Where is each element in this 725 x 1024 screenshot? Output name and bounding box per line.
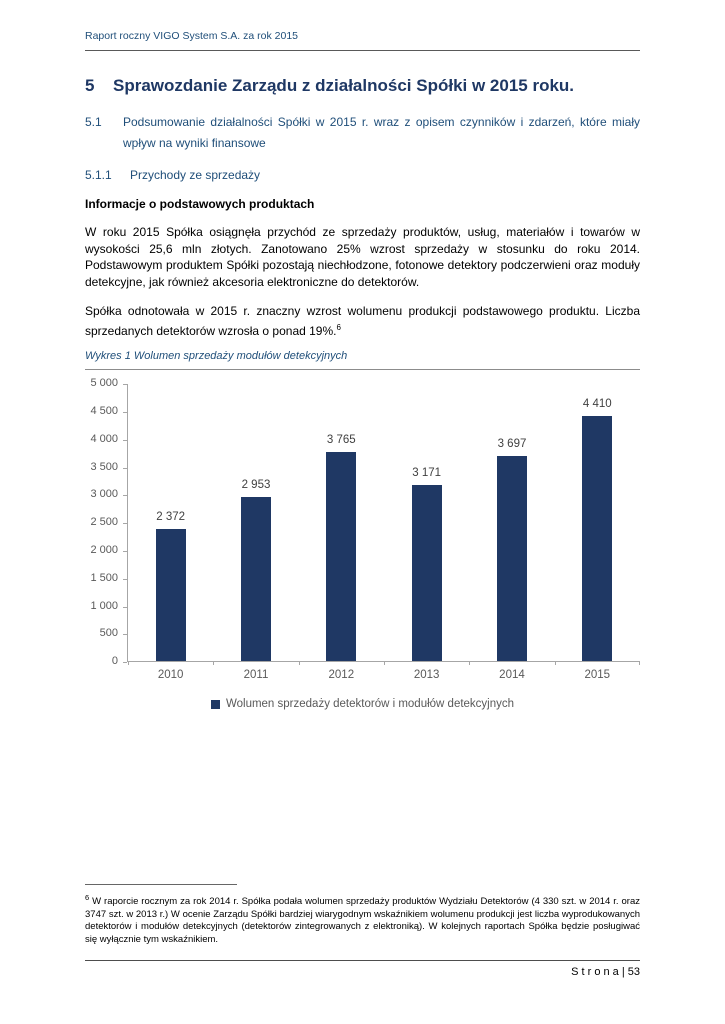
bar-value-label: 3 765: [326, 433, 356, 446]
y-axis-label: 4 000: [90, 432, 118, 445]
bold-subheading: Informacje o podstawowych produktach: [85, 197, 315, 212]
bar-value-label: 4 410: [582, 398, 612, 411]
footnote-marker: 6: [85, 893, 90, 902]
bar-value-label: 3 697: [497, 437, 527, 450]
bar-value-label: 3 171: [412, 466, 442, 479]
subsection-number: 5.1: [85, 115, 102, 130]
y-axis-tick: [123, 662, 127, 664]
bar-column: 2 953 2011: [213, 384, 298, 681]
y-axis: 0 500 1 000 1 500 2 000 2 500 3 000 3 500 4 000 4…: [85, 377, 127, 667]
sales-volume-bar-chart: 0 500 1 000 1 500 2 000 2 500 3 000 3 500 4 000 4…: [85, 377, 640, 710]
chart-caption: Wykres 1 Wolumen sprzedaży modułów detek…: [85, 350, 640, 371]
x-axis-label: 2010: [157, 669, 184, 682]
subsubsection-number: 5.1.1: [85, 168, 112, 183]
bar-column: 2 372 2010: [128, 384, 213, 681]
paragraph-2: Spółka odnotowała w 2015 r. znaczny wzro…: [85, 303, 640, 339]
x-axis-tick: [469, 661, 471, 666]
x-axis-tick: [554, 661, 556, 666]
bar-column: 4 410 2015: [555, 384, 640, 681]
bar-2012: [326, 451, 357, 662]
bar-2014: [496, 455, 527, 662]
y-axis-tick: [123, 634, 127, 636]
subsection-heading: 5.1 Podsumowanie działalności Spółki w 2…: [85, 112, 640, 154]
footnote-text: 6 W raporcie rocznym za rok 2014 r. Spół…: [85, 892, 640, 946]
bar-2010: [155, 529, 186, 662]
page-footer: S t r o n a | 53: [85, 960, 640, 978]
legend-label: Wolumen sprzedaży detektorów i modułów d…: [225, 698, 515, 711]
x-axis-tick: [639, 661, 640, 666]
y-axis-tick: [123, 495, 127, 497]
plot-area: 2 372 2010 2 953 2011 3 765 2012 3 171 2013 3 69…: [127, 384, 640, 681]
y-axis-tick: [123, 384, 127, 386]
section-number: 5: [85, 76, 95, 95]
y-axis-label: 3 500: [90, 460, 118, 473]
bar-2011: [240, 497, 271, 662]
bar-2013: [411, 484, 442, 662]
bar-column: 3 765 2012: [299, 384, 384, 681]
x-axis-label: 2011: [243, 669, 269, 682]
y-axis-label: 500: [99, 627, 118, 640]
bar-column: 3 697 2014: [469, 384, 554, 681]
bar-value-label: 2 372: [156, 511, 186, 524]
footnote-area: 6 W raporcie rocznym za rok 2014 r. Spół…: [85, 884, 640, 946]
footnote-body: W raporcie rocznym za rok 2014 r. Spółka…: [85, 896, 640, 945]
x-axis-tick: [213, 661, 215, 666]
x-axis-tick: [128, 661, 129, 666]
subsection-title: Podsumowanie działalności Spółki w 2015 …: [123, 115, 640, 151]
bar-2015: [582, 416, 613, 662]
subsubsection-heading: 5.1.1 Przychody ze sprzedaży: [85, 168, 640, 182]
y-axis-label: 1 500: [90, 571, 118, 584]
x-axis-label: 2012: [328, 669, 355, 682]
y-axis-tick: [123, 606, 127, 608]
bar-value-label: 2 953: [241, 479, 271, 492]
y-axis-label: 2 500: [90, 516, 118, 529]
paragraph-2-text: Spółka odnotowała w 2015 r. znaczny wzro…: [85, 304, 640, 338]
page-number: S t r o n a | 53: [571, 966, 640, 978]
x-axis-label: 2013: [413, 669, 440, 682]
y-axis-label: 5 000: [90, 377, 118, 390]
y-axis-tick: [123, 412, 127, 414]
section-title: Sprawozdanie Zarządu z działalności Spół…: [113, 76, 575, 95]
paragraph-1: W roku 2015 Spółka osiągnęła przychód ze…: [85, 225, 640, 289]
y-axis-label: 3 000: [90, 488, 118, 501]
chart-body: 0 500 1 000 1 500 2 000 2 500 3 000 3 500 4 000 4…: [85, 377, 640, 681]
section-heading: 5 Sprawozdanie Zarządu z działalności Sp…: [85, 75, 640, 96]
x-axis-tick: [384, 661, 385, 666]
header-title: Raport roczny VIGO System S.A. za rok 20…: [85, 30, 298, 42]
y-axis-label: 2 000: [90, 544, 118, 557]
chart-legend: Wolumen sprzedaży detektorów i modułów d…: [85, 698, 640, 710]
y-axis-label: 4 500: [90, 405, 118, 418]
bar-column: 3 171 2013: [384, 384, 469, 681]
x-axis-tick: [298, 661, 300, 666]
footnote-separator: [85, 884, 237, 885]
x-axis-label: 2014: [499, 669, 525, 682]
y-axis-tick: [123, 439, 127, 441]
y-axis-tick: [123, 578, 127, 580]
y-axis-label: 0: [111, 655, 118, 668]
footnote-reference: 6: [336, 322, 341, 332]
y-axis-tick: [123, 551, 127, 553]
plot-columns: 2 372 2010 2 953 2011 3 765 2012 3 171 2013 3 69…: [128, 384, 640, 681]
y-axis-tick: [123, 523, 127, 525]
legend-swatch: [210, 699, 220, 709]
y-axis-label: 1 000: [90, 599, 118, 612]
page-header: Raport roczny VIGO System S.A. za rok 20…: [85, 30, 640, 51]
x-axis-label: 2015: [584, 669, 611, 682]
subsubsection-title: Przychody ze sprzedaży: [130, 168, 261, 183]
y-axis-tick: [123, 467, 127, 469]
